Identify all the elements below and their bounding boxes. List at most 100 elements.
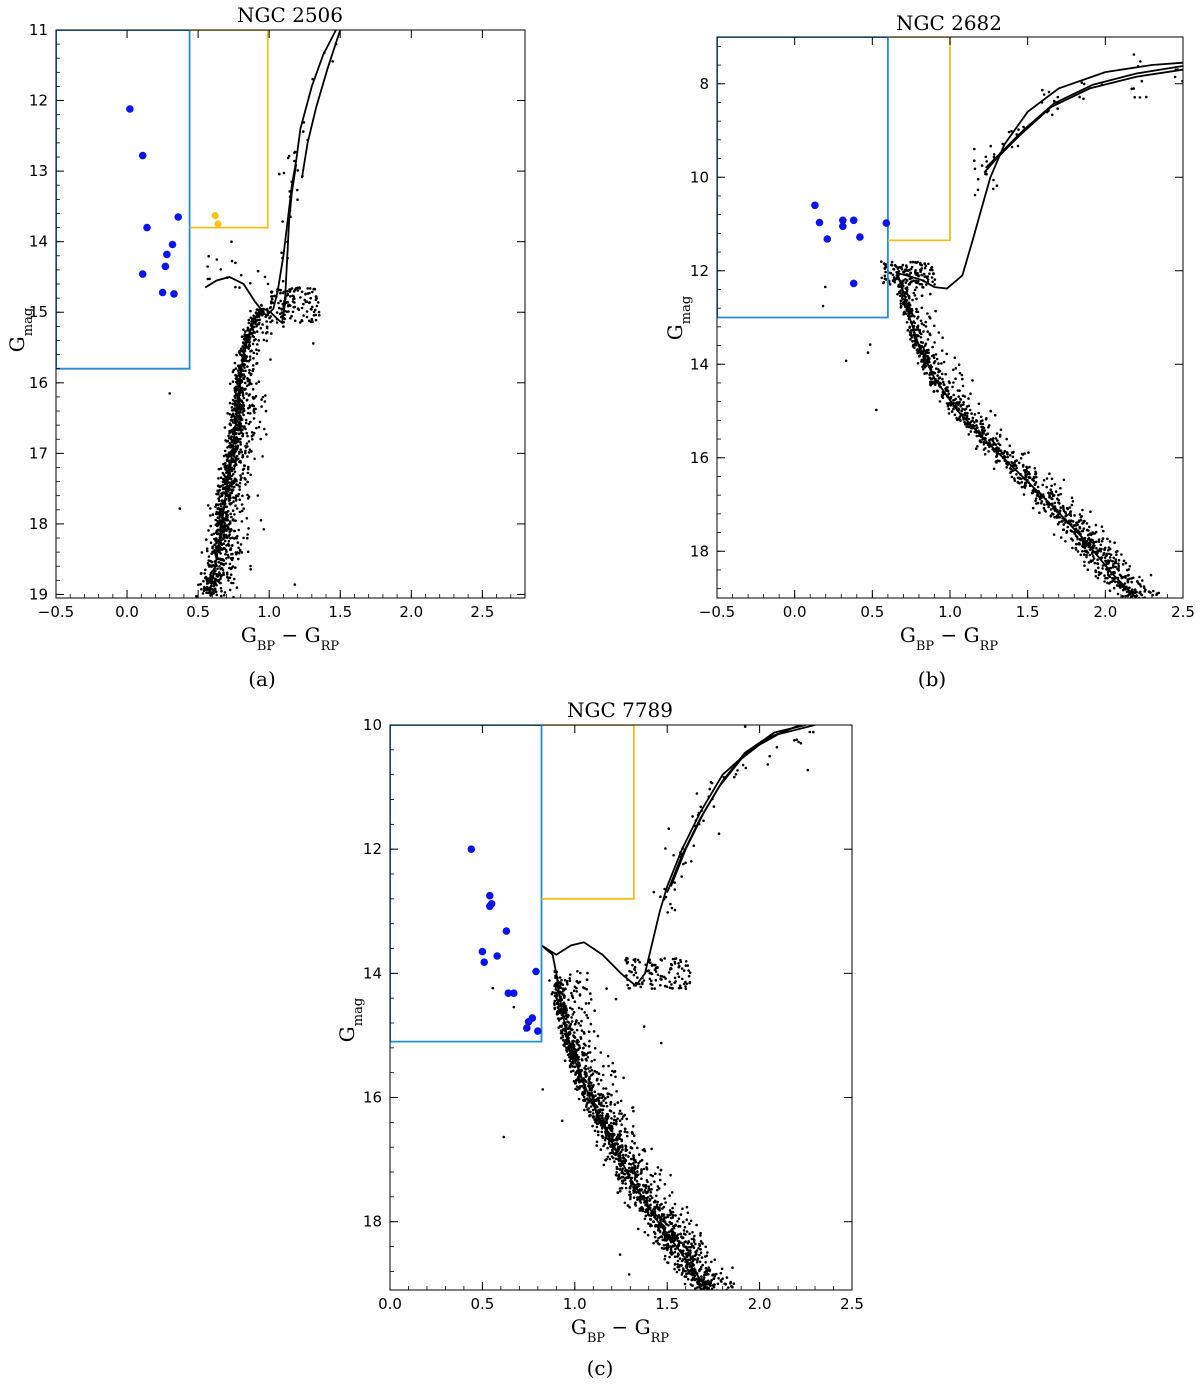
member-star <box>575 1085 579 1088</box>
member-star <box>915 310 918 314</box>
member-star <box>684 1269 687 1273</box>
member-star <box>633 1165 636 1168</box>
member-star <box>210 533 213 537</box>
member-star <box>230 544 234 547</box>
blue-straggler-point <box>170 290 178 298</box>
member-star <box>585 1074 589 1077</box>
member-star <box>909 271 913 275</box>
member-star <box>709 1282 712 1285</box>
member-star <box>908 326 911 330</box>
member-star <box>729 1282 732 1285</box>
member-star <box>1007 130 1011 134</box>
member-star <box>245 517 249 520</box>
member-star <box>666 1215 670 1219</box>
member-star <box>220 594 223 598</box>
member-star <box>967 417 971 421</box>
member-star <box>241 349 244 353</box>
member-star <box>681 977 684 981</box>
member-star <box>584 1080 588 1083</box>
member-star <box>995 432 999 435</box>
member-star <box>690 1261 693 1264</box>
member-star <box>597 1072 601 1075</box>
member-star <box>1083 560 1086 564</box>
member-star <box>261 323 264 326</box>
member-star <box>243 388 246 391</box>
member-star <box>574 1053 578 1057</box>
member-star <box>844 359 848 363</box>
member-star <box>240 509 244 513</box>
member-star <box>281 279 285 283</box>
member-star <box>236 541 240 544</box>
member-star <box>589 998 593 1001</box>
member-star <box>951 385 954 389</box>
member-star <box>239 391 242 395</box>
member-star <box>264 409 268 413</box>
blue-straggler-point <box>849 216 858 225</box>
member-star <box>248 368 251 372</box>
member-star <box>1135 590 1138 594</box>
member-star <box>932 356 936 360</box>
member-star <box>1059 492 1062 496</box>
member-star <box>569 1022 573 1026</box>
member-star <box>278 172 281 176</box>
x-tick-label: 2.0 <box>1093 603 1117 621</box>
member-star <box>947 380 951 383</box>
member-star <box>686 1251 690 1255</box>
member-star <box>551 991 554 994</box>
member-star <box>576 1048 580 1052</box>
member-star <box>579 971 582 975</box>
member-star <box>593 1009 596 1012</box>
member-star <box>1023 452 1026 455</box>
member-star <box>650 1147 653 1151</box>
member-star <box>665 1222 668 1226</box>
member-star <box>957 395 960 398</box>
member-star <box>1119 574 1123 578</box>
member-star <box>219 476 223 480</box>
member-star <box>1108 589 1112 592</box>
member-star <box>712 1273 715 1276</box>
member-star <box>960 403 963 407</box>
member-star <box>304 293 307 296</box>
member-star <box>223 426 227 429</box>
member-star <box>225 470 229 474</box>
member-star <box>1011 451 1015 455</box>
member-star <box>597 1099 601 1102</box>
member-star <box>1036 485 1040 489</box>
member-star <box>241 394 245 397</box>
member-star <box>1152 589 1155 593</box>
member-star <box>600 1096 604 1100</box>
member-star <box>891 273 895 277</box>
member-star <box>252 351 256 355</box>
member-star <box>912 291 916 295</box>
member-star <box>663 1257 667 1261</box>
member-star <box>605 1134 608 1137</box>
member-star <box>991 443 995 446</box>
member-star <box>910 265 914 269</box>
member-star <box>279 288 283 292</box>
member-star <box>928 315 931 319</box>
member-star <box>609 1073 613 1077</box>
member-star <box>677 1224 681 1228</box>
member-star <box>582 1099 585 1102</box>
member-star <box>266 282 270 286</box>
member-star <box>905 289 909 293</box>
member-star <box>1093 532 1096 535</box>
member-star <box>240 450 244 454</box>
member-star <box>1078 526 1082 530</box>
member-star <box>209 594 212 597</box>
member-star <box>824 285 827 289</box>
member-star <box>257 425 261 429</box>
member-star <box>1149 591 1152 594</box>
member-star <box>1005 466 1008 469</box>
member-star <box>706 1251 709 1254</box>
member-star <box>680 1241 683 1245</box>
member-star <box>1081 508 1084 512</box>
member-star <box>226 526 230 529</box>
member-star <box>215 583 218 587</box>
member-star <box>618 1119 622 1122</box>
member-star <box>674 1224 677 1227</box>
member-star <box>946 386 949 389</box>
member-star <box>632 1186 635 1189</box>
x-tick-label: 2.5 <box>470 603 494 621</box>
member-star <box>572 1035 576 1038</box>
